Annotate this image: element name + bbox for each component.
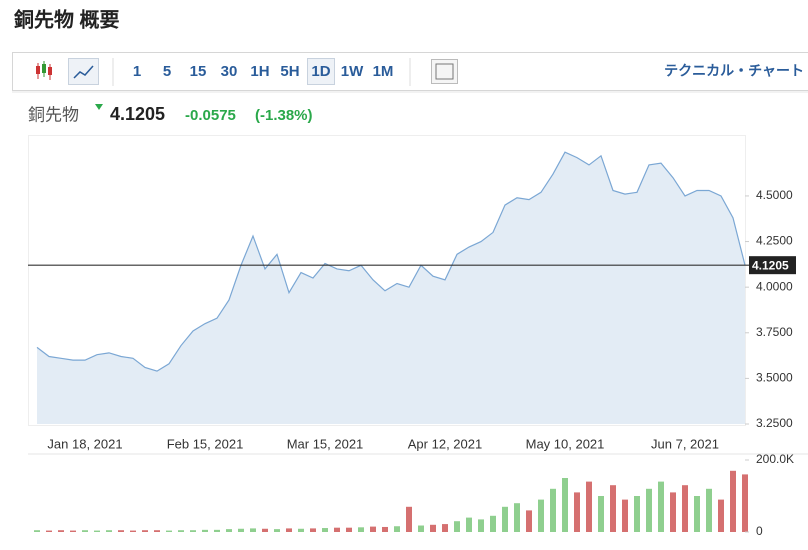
volume-bar bbox=[346, 528, 352, 532]
x-tick-label: Jun 7, 2021 bbox=[651, 436, 719, 451]
volume-bar bbox=[730, 471, 736, 532]
x-tick-label: Mar 15, 2021 bbox=[287, 436, 364, 451]
volume-bar bbox=[166, 531, 172, 532]
volume-bar bbox=[262, 529, 268, 532]
volume-bar bbox=[130, 531, 136, 532]
y-tick-label: 3.7500 bbox=[756, 325, 793, 339]
volume-bar bbox=[442, 524, 448, 532]
direction-arrow bbox=[95, 104, 103, 110]
instrument-name: 銅先物 bbox=[28, 105, 79, 124]
volume-bar bbox=[286, 528, 292, 532]
volume-bar bbox=[658, 482, 664, 532]
price-change-pct: (-1.38%) bbox=[255, 107, 313, 124]
volume-tick-label: 200.0K bbox=[756, 452, 794, 466]
volume-bar bbox=[58, 530, 64, 532]
volume-bar bbox=[358, 527, 364, 532]
area-fill bbox=[37, 152, 745, 424]
volume-bar bbox=[538, 500, 544, 532]
volume-bar bbox=[394, 526, 400, 532]
x-tick-label: Feb 15, 2021 bbox=[167, 436, 244, 451]
volume-bar bbox=[466, 518, 472, 532]
volume-bar bbox=[82, 530, 88, 532]
volume-bar bbox=[202, 530, 208, 532]
volume-bar bbox=[526, 510, 532, 532]
line-icon[interactable] bbox=[69, 59, 99, 85]
last-price: 4.1205 bbox=[110, 104, 165, 124]
interval-button[interactable]: 5H bbox=[280, 63, 299, 80]
volume-bar bbox=[454, 521, 460, 532]
volume-bar bbox=[670, 492, 676, 532]
volume-bar bbox=[742, 474, 748, 532]
volume-bar bbox=[118, 530, 124, 532]
volume-bar bbox=[274, 529, 280, 532]
x-tick-label: Jan 18, 2021 bbox=[47, 436, 122, 451]
interval-button[interactable]: 1D bbox=[311, 63, 330, 80]
volume-bar bbox=[622, 500, 628, 532]
volume-bar bbox=[250, 528, 256, 532]
volume-tick-label: 0 bbox=[756, 524, 763, 538]
volume-bar bbox=[598, 496, 604, 532]
page-title: 銅先物 概要 bbox=[14, 7, 120, 31]
x-tick-label: May 10, 2021 bbox=[526, 436, 605, 451]
volume-bar bbox=[310, 528, 316, 532]
volume-bar bbox=[646, 489, 652, 532]
volume-bar bbox=[190, 530, 196, 532]
y-tick-label: 3.5000 bbox=[756, 371, 793, 385]
volume-bar bbox=[154, 530, 160, 532]
volume-bar bbox=[550, 489, 556, 532]
volume-bar bbox=[574, 492, 580, 532]
interval-button[interactable]: 30 bbox=[221, 63, 238, 80]
layout-icon[interactable] bbox=[432, 60, 458, 84]
volume-bar bbox=[406, 507, 412, 532]
volume-bar bbox=[682, 485, 688, 532]
volume-bar bbox=[334, 528, 340, 532]
volume-bar bbox=[634, 496, 640, 532]
volume-bar bbox=[226, 529, 232, 532]
volume-bar bbox=[370, 527, 376, 532]
volume-bar bbox=[586, 482, 592, 532]
plot: Investing.comインベスティング･ドットコム 日本版3.25003.5… bbox=[28, 152, 808, 538]
y-tick-label: 4.5000 bbox=[756, 188, 793, 202]
interval-button[interactable]: 5 bbox=[163, 63, 171, 80]
interval-button[interactable]: 15 bbox=[190, 63, 207, 80]
volume-bar bbox=[718, 500, 724, 532]
volume-bar bbox=[214, 530, 220, 532]
interval-button[interactable]: 1M bbox=[373, 63, 394, 80]
volume-bar bbox=[298, 529, 304, 532]
volume-bar bbox=[478, 519, 484, 532]
volume-bar bbox=[382, 527, 388, 532]
price-change: -0.0575 bbox=[185, 107, 236, 124]
interval-button[interactable]: 1 bbox=[133, 63, 141, 80]
interval-button[interactable]: 1H bbox=[250, 63, 269, 80]
volume-bar bbox=[238, 529, 244, 532]
volume-bar bbox=[562, 478, 568, 532]
volume-bar bbox=[430, 525, 436, 532]
volume-bar bbox=[502, 507, 508, 532]
volume-bar bbox=[70, 531, 76, 532]
y-tick-label: 4.0000 bbox=[756, 279, 793, 293]
volume-bar bbox=[694, 496, 700, 532]
volume-bar bbox=[490, 516, 496, 532]
volume-bar bbox=[142, 530, 148, 532]
volume-bar bbox=[610, 485, 616, 532]
volume-bar bbox=[46, 531, 52, 532]
x-tick-label: Apr 12, 2021 bbox=[408, 436, 482, 451]
last-price-label: 4.1205 bbox=[752, 258, 789, 272]
volume-bar bbox=[94, 531, 100, 532]
volume-bar bbox=[34, 530, 40, 532]
interval-button[interactable]: 1W bbox=[341, 63, 364, 80]
technical-chart-link[interactable]: テクニカル・チャート bbox=[664, 63, 804, 79]
volume-bar bbox=[178, 530, 184, 532]
volume-bar bbox=[106, 530, 112, 532]
volume-bar bbox=[706, 489, 712, 532]
volume-bar bbox=[322, 528, 328, 532]
y-tick-label: 4.2500 bbox=[756, 234, 793, 248]
y-tick-label: 3.2500 bbox=[756, 416, 793, 430]
volume-bar bbox=[418, 526, 424, 532]
volume-bar bbox=[514, 503, 520, 532]
